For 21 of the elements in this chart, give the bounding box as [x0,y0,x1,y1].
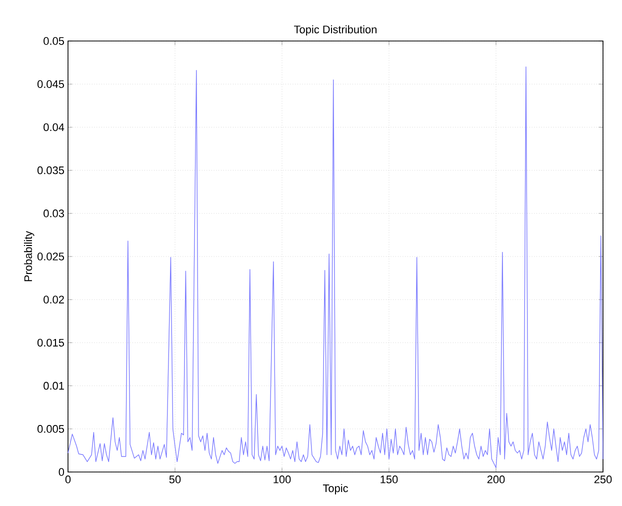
y-tick-label: 0.035 [37,166,64,174]
y-tick-label: 0.01 [44,382,64,390]
x-tick-label: 250 [594,476,612,484]
x-tick-label: 150 [380,476,398,484]
line-series [68,66,604,468]
y-tick-label: 0.04 [44,123,64,132]
x-tick-label: 200 [487,476,505,484]
y-tick-label: 0.045 [37,80,64,88]
y-tick-label: 0.05 [44,37,64,45]
y-tick-label: 0.025 [37,252,64,260]
y-axis-title: Probability [24,230,34,282]
y-tick-label: 0 [58,468,64,476]
y-tick-label: 0.03 [44,210,64,218]
y-tick-label: 0.005 [37,425,64,433]
y-tick-label: 0.02 [44,296,64,304]
x-tick-label: 100 [274,476,291,484]
chart-title: Topic Distribution [294,25,376,36]
x-tick-label: 50 [169,476,181,484]
x-tick-label: 0 [65,476,71,484]
y-tick-label: 0.015 [37,338,64,347]
x-axis-title: Topic [322,484,348,494]
